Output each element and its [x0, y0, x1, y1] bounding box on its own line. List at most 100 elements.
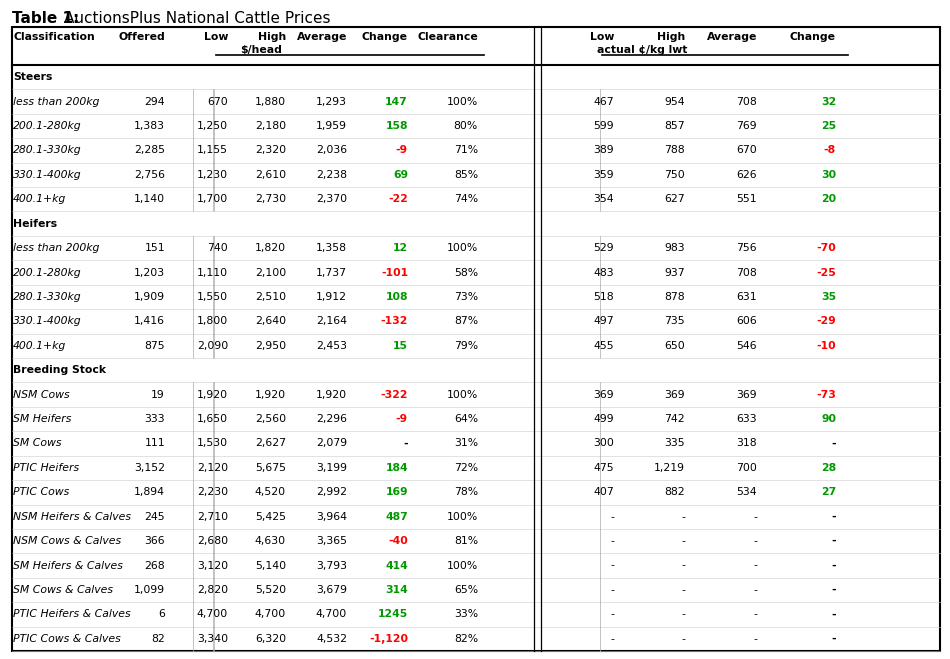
Text: -9: -9	[396, 146, 408, 156]
Text: Steers: Steers	[13, 72, 52, 82]
Text: 2,610: 2,610	[255, 170, 286, 180]
Text: 314: 314	[386, 585, 408, 595]
Text: 407: 407	[593, 487, 614, 498]
Text: 15: 15	[393, 341, 408, 351]
Text: -73: -73	[816, 389, 836, 399]
Text: 742: 742	[664, 414, 685, 424]
Text: 81%: 81%	[454, 536, 478, 546]
Text: actual ¢/kg lwt: actual ¢/kg lwt	[597, 45, 687, 55]
Text: 1,219: 1,219	[654, 463, 685, 473]
Text: -29: -29	[816, 316, 836, 326]
Text: 366: 366	[144, 536, 165, 546]
Text: Change: Change	[790, 32, 836, 42]
Text: 200.1-280kg: 200.1-280kg	[13, 121, 82, 131]
Text: 85%: 85%	[454, 170, 478, 180]
Text: 5,675: 5,675	[255, 463, 286, 473]
Text: -: -	[753, 634, 757, 644]
Text: 1,920: 1,920	[197, 389, 228, 399]
Text: 878: 878	[664, 292, 685, 302]
Text: High: High	[656, 32, 685, 42]
Text: 708: 708	[736, 97, 757, 107]
Text: 2,120: 2,120	[197, 463, 228, 473]
Text: Classification: Classification	[13, 32, 95, 42]
Text: 369: 369	[736, 389, 757, 399]
Text: -: -	[610, 610, 614, 619]
Text: 2,680: 2,680	[197, 536, 228, 546]
Text: 1,250: 1,250	[197, 121, 228, 131]
Text: 100%: 100%	[446, 389, 478, 399]
Text: 475: 475	[594, 463, 614, 473]
Text: 20: 20	[821, 194, 836, 204]
Text: 330.1-400kg: 330.1-400kg	[13, 170, 82, 180]
Text: 2,238: 2,238	[316, 170, 347, 180]
Text: 147: 147	[386, 97, 408, 107]
Text: 740: 740	[207, 243, 228, 253]
Text: 529: 529	[594, 243, 614, 253]
Text: 200.1-280kg: 200.1-280kg	[13, 268, 82, 277]
Text: 2,560: 2,560	[255, 414, 286, 424]
Text: 19: 19	[151, 389, 165, 399]
Text: 497: 497	[594, 316, 614, 326]
Text: less than 200kg: less than 200kg	[13, 243, 100, 253]
Text: 487: 487	[386, 511, 408, 522]
Text: SM Cows & Calves: SM Cows & Calves	[13, 585, 113, 595]
Text: 954: 954	[664, 97, 685, 107]
Text: PTIC Heifers & Calves: PTIC Heifers & Calves	[13, 610, 130, 619]
Text: -: -	[681, 561, 685, 571]
Text: 100%: 100%	[446, 243, 478, 253]
Text: 369: 369	[664, 389, 685, 399]
Text: 1,700: 1,700	[197, 194, 228, 204]
Text: 359: 359	[594, 170, 614, 180]
Text: -: -	[753, 536, 757, 546]
Text: 73%: 73%	[454, 292, 478, 302]
Text: -: -	[681, 585, 685, 595]
Text: 551: 551	[736, 194, 757, 204]
Text: 6: 6	[158, 610, 165, 619]
Text: -: -	[831, 610, 836, 619]
Text: -: -	[681, 634, 685, 644]
Text: 631: 631	[736, 292, 757, 302]
Text: -322: -322	[381, 389, 408, 399]
Text: 627: 627	[664, 194, 685, 204]
Text: 25: 25	[821, 121, 836, 131]
Text: 467: 467	[594, 97, 614, 107]
Text: 3,793: 3,793	[316, 561, 347, 571]
Text: 626: 626	[736, 170, 757, 180]
Text: 354: 354	[594, 194, 614, 204]
Text: 5,140: 5,140	[255, 561, 286, 571]
Text: Low: Low	[203, 32, 228, 42]
Text: 5,520: 5,520	[255, 585, 286, 595]
Text: 857: 857	[664, 121, 685, 131]
Text: 1,293: 1,293	[316, 97, 347, 107]
Text: 606: 606	[736, 316, 757, 326]
Text: Average: Average	[707, 32, 757, 42]
Text: 708: 708	[736, 268, 757, 277]
Text: 2,950: 2,950	[255, 341, 286, 351]
Text: 78%: 78%	[454, 487, 478, 498]
Text: 27: 27	[821, 487, 836, 498]
Text: 2,079: 2,079	[315, 438, 347, 449]
Text: Table 1:: Table 1:	[12, 11, 79, 26]
Text: -132: -132	[381, 316, 408, 326]
Text: $/head: $/head	[240, 45, 282, 55]
Text: -: -	[753, 585, 757, 595]
Text: 100%: 100%	[446, 97, 478, 107]
Text: 1,800: 1,800	[197, 316, 228, 326]
Text: -: -	[831, 438, 836, 449]
Text: 1,894: 1,894	[134, 487, 165, 498]
Text: -: -	[404, 438, 408, 449]
Text: 245: 245	[144, 511, 165, 522]
Text: 2,820: 2,820	[197, 585, 228, 595]
Text: 1,820: 1,820	[255, 243, 286, 253]
Text: 633: 633	[736, 414, 757, 424]
Text: 6,320: 6,320	[255, 634, 286, 644]
Text: SM Heifers: SM Heifers	[13, 414, 71, 424]
Text: 3,152: 3,152	[134, 463, 165, 473]
Text: 2,510: 2,510	[255, 292, 286, 302]
Text: 333: 333	[144, 414, 165, 424]
Text: -: -	[610, 585, 614, 595]
Text: 2,640: 2,640	[255, 316, 286, 326]
Text: 2,164: 2,164	[316, 316, 347, 326]
Text: 369: 369	[594, 389, 614, 399]
Text: 58%: 58%	[454, 268, 478, 277]
